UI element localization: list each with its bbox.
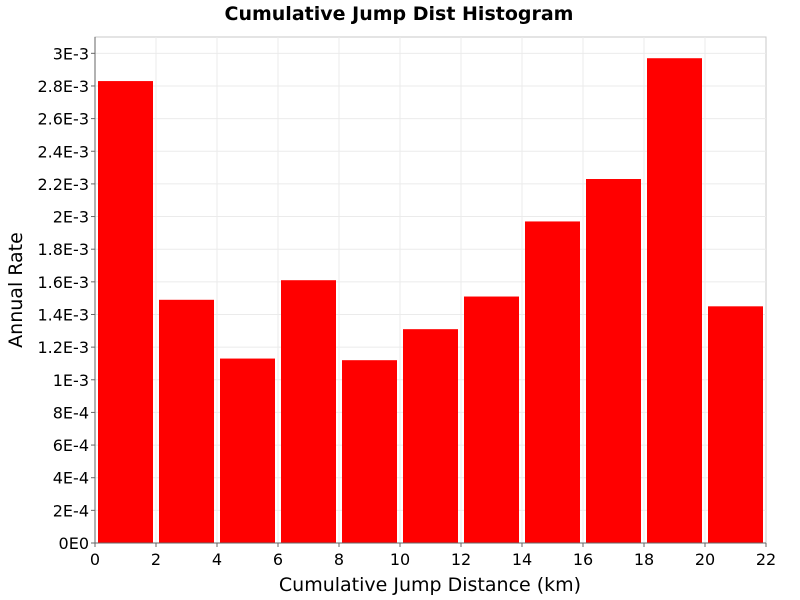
y-axis-label: Annual Rate [5,232,27,348]
y-tick-label: 2E-3 [53,208,89,227]
x-tick-label: 20 [695,550,715,569]
histogram-bar-2 [220,358,275,543]
x-tick-label: 22 [756,550,776,569]
x-axis-ticks: 0 2 4 6 8 10 12 14 16 18 20 22 [90,543,776,569]
histogram-bar-7 [525,221,580,543]
histogram-bar-4 [342,360,397,543]
y-tick-label: 2.6E-3 [37,110,89,129]
y-tick-label: 1.2E-3 [37,338,89,357]
histogram-bar-10 [708,306,763,543]
histogram-bar-3 [281,280,336,543]
histogram-bar-0 [98,81,153,543]
histogram-bar-5 [403,329,458,543]
y-tick-label: 3E-3 [53,44,89,63]
y-tick-label: 2.8E-3 [37,77,89,96]
x-tick-label: 8 [334,550,344,569]
y-tick-label: 0E0 [59,534,89,553]
y-tick-label: 1E-3 [53,371,89,390]
x-tick-label: 4 [212,550,222,569]
histogram-bar-8 [586,179,641,543]
x-tick-label: 16 [573,550,593,569]
y-tick-label: 4E-4 [53,469,89,488]
axes [94,37,766,544]
x-tick-label: 2 [151,550,161,569]
histogram-bar-1 [159,299,214,543]
y-axis-ticks: 0E0 2E-4 4E-4 6E-4 8E-4 1E-3 1.2E-3 1.4E-3 1.6E-… [37,44,95,553]
y-tick-label: 8E-4 [53,403,89,422]
chart-title: Cumulative Jump Dist Histogram [225,3,574,25]
y-tick-label: 1.6E-3 [37,273,89,292]
y-tick-label: 2.4E-3 [37,142,89,161]
histogram-bar-9 [647,58,702,543]
x-axis-label: Cumulative Jump Distance (km) [279,574,581,596]
histogram-bar-6 [464,296,519,543]
x-tick-label: 18 [634,550,654,569]
y-tick-label: 2E-4 [53,501,89,520]
y-tick-label: 6E-4 [53,436,89,455]
x-tick-label: 6 [273,550,283,569]
x-tick-label: 10 [390,550,410,569]
y-tick-label: 1.4E-3 [37,305,89,324]
y-tick-label: 2.2E-3 [37,175,89,194]
x-tick-label: 0 [90,550,100,569]
y-tick-label: 1.8E-3 [37,240,89,259]
x-tick-label: 12 [451,550,471,569]
x-tick-label: 14 [512,550,532,569]
bars [98,58,763,543]
